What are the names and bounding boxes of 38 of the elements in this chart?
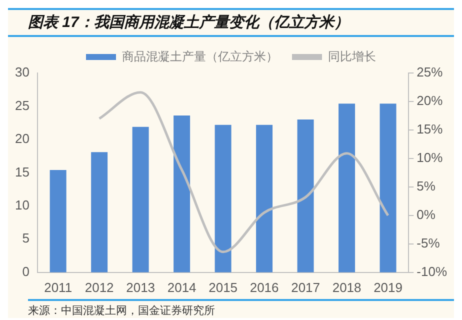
x-tick-label: 2012 [84,280,114,295]
y-tick-label: 30 [14,64,30,80]
y-tick-label: 0 [22,264,30,279]
bar [132,126,149,272]
line-series [98,91,390,254]
bar [174,116,190,272]
x-tick-label: 2019 [374,280,402,295]
y-tick-label: 5 [22,230,30,246]
x-tick-label: 2017 [291,280,320,295]
x-tick-label: 2018 [332,280,362,295]
source-note: 来源：中国混凝土网，国金证券研究所 [28,301,454,318]
legend-label: 同比增长 [328,49,376,64]
bar [338,104,356,272]
x-tick-label: 2013 [126,280,156,295]
bar [214,124,232,272]
y2-tick-label: 20% [416,93,444,108]
x-tick-label: 2015 [208,280,238,295]
bar [380,104,396,272]
x-tick-label: 2014 [167,280,196,295]
y2-tick-label: 25% [416,64,444,80]
chart-title: 图表 17：我国商用混凝土产量变化（亿立方米） [28,13,350,33]
y-tick-label: 10 [14,198,30,213]
y2-tick-label: -10% [416,264,448,279]
x-tick-label: 2011 [44,280,72,295]
y-tick-label: 20 [14,131,30,146]
y2-tick-label: 5% [416,178,436,194]
legend-label: 商品混凝土产量（亿立方米） [122,49,278,64]
y2-tick-label: 10% [416,150,444,166]
bar [297,120,314,272]
x-tick-label: 2016 [250,280,279,295]
bar [91,152,108,272]
bar [50,170,66,272]
bar [256,124,273,272]
y2-tick-label: 0% [416,207,436,222]
y-tick-label: 25 [14,98,30,113]
y-tick-label: 15 [14,164,30,180]
y2-tick-label: 15% [416,122,444,137]
y2-tick-label: -5% [416,235,440,250]
